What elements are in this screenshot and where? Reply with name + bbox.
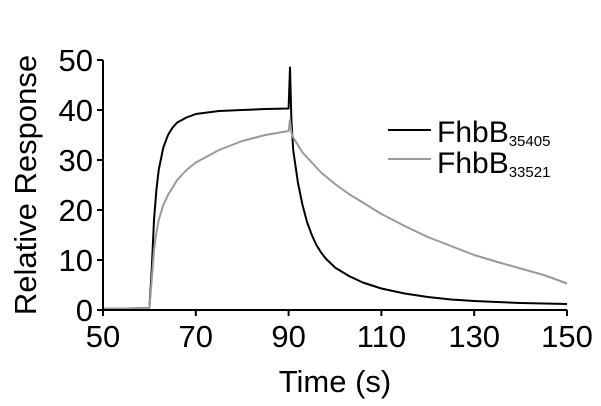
x-tick-label: 110 [357,319,406,354]
y-tick-label: 10 [59,243,93,278]
legend-label-fhbb33521: FhbB33521 [437,147,550,181]
legend: FhbB35405 FhbB33521 [388,116,550,181]
series-line-fhbb35405 [103,66,568,310]
y-tick-label: 0 [76,293,93,328]
y-axis-title: Relative Response [8,55,43,315]
x-tick-label: 70 [179,319,213,354]
series-line-fhbb33521 [103,119,568,310]
legend-label-fhbb35405: FhbB35405 [437,116,550,150]
y-tick-label: 40 [59,93,93,128]
x-tick-label: 90 [271,319,305,354]
plot-series-group [103,66,568,310]
ticks-group: 50 70 90 110 130 150 0 10 20 30 40 50 [59,43,593,354]
y-tick-label: 30 [59,143,93,178]
x-tick-label: 150 [541,319,593,354]
x-tick-label: 130 [448,319,500,354]
x-axis-title: Time (s) [279,364,392,399]
y-tick-label: 50 [59,43,93,78]
axes-group [102,60,567,311]
y-tick-label: 20 [59,193,93,228]
x-tick-label: 50 [86,319,120,354]
